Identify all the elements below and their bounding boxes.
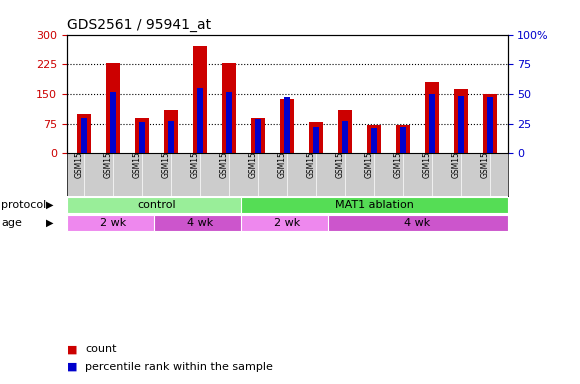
Bar (164, 111, 179, 153)
Bar (309, 122, 324, 153)
Bar (241, 197, 508, 213)
Bar (371, 128, 377, 153)
Text: GSM154146: GSM154146 (394, 132, 403, 179)
Bar (77, 114, 92, 153)
Bar (396, 125, 411, 153)
Text: MAT1 ablation: MAT1 ablation (335, 200, 414, 210)
Bar (367, 125, 382, 153)
Text: 4 wk: 4 wk (187, 218, 213, 228)
Bar (222, 63, 237, 153)
Bar (169, 121, 174, 153)
Text: GSM154144: GSM154144 (220, 132, 229, 179)
Text: ▶: ▶ (46, 200, 53, 210)
Text: GSM154151: GSM154151 (104, 132, 113, 179)
Bar (154, 215, 246, 232)
Bar (110, 91, 115, 153)
Text: percentile rank within the sample: percentile rank within the sample (85, 362, 273, 372)
Bar (313, 127, 319, 153)
Bar (67, 197, 246, 213)
Bar (280, 99, 295, 153)
Text: ■: ■ (67, 362, 81, 372)
Text: GSM154153: GSM154153 (249, 132, 258, 179)
Text: ▶: ▶ (46, 218, 53, 228)
Text: protocol: protocol (1, 200, 46, 210)
Bar (342, 121, 347, 153)
Bar (429, 94, 435, 153)
Text: GSM154142: GSM154142 (162, 132, 171, 179)
Bar (67, 215, 160, 232)
Bar (251, 118, 266, 153)
Text: GSM154155: GSM154155 (307, 132, 316, 179)
Bar (81, 118, 87, 153)
Bar (140, 122, 145, 153)
Text: GSM154143: GSM154143 (191, 132, 200, 179)
Bar (135, 118, 150, 153)
Text: GSM154145: GSM154145 (365, 132, 374, 179)
Bar (106, 63, 121, 153)
Bar (483, 94, 498, 153)
Text: GSM154147: GSM154147 (423, 132, 432, 179)
Bar (458, 96, 464, 153)
Text: GSM154154: GSM154154 (278, 132, 287, 179)
Bar (425, 82, 440, 153)
Text: count: count (85, 344, 117, 354)
Bar (487, 98, 492, 153)
Bar (454, 89, 469, 153)
Bar (197, 88, 203, 153)
Text: 2 wk: 2 wk (274, 218, 300, 228)
Bar (241, 215, 334, 232)
Text: GSM154149: GSM154149 (481, 132, 490, 179)
Bar (400, 127, 405, 153)
Text: 4 wk: 4 wk (404, 218, 431, 228)
Text: control: control (137, 200, 176, 210)
Text: age: age (1, 218, 22, 228)
Text: 2 wk: 2 wk (100, 218, 126, 228)
Text: GSM154156: GSM154156 (336, 132, 345, 179)
Bar (255, 119, 260, 153)
Bar (284, 98, 289, 153)
Text: GSM154152: GSM154152 (133, 132, 142, 179)
Text: GDS2561 / 95941_at: GDS2561 / 95941_at (67, 18, 211, 32)
Text: ■: ■ (67, 344, 81, 354)
Bar (193, 46, 208, 153)
Bar (338, 111, 353, 153)
Bar (226, 91, 232, 153)
Bar (328, 215, 508, 232)
Text: GSM154150: GSM154150 (75, 132, 84, 179)
Text: GSM154148: GSM154148 (452, 132, 461, 179)
